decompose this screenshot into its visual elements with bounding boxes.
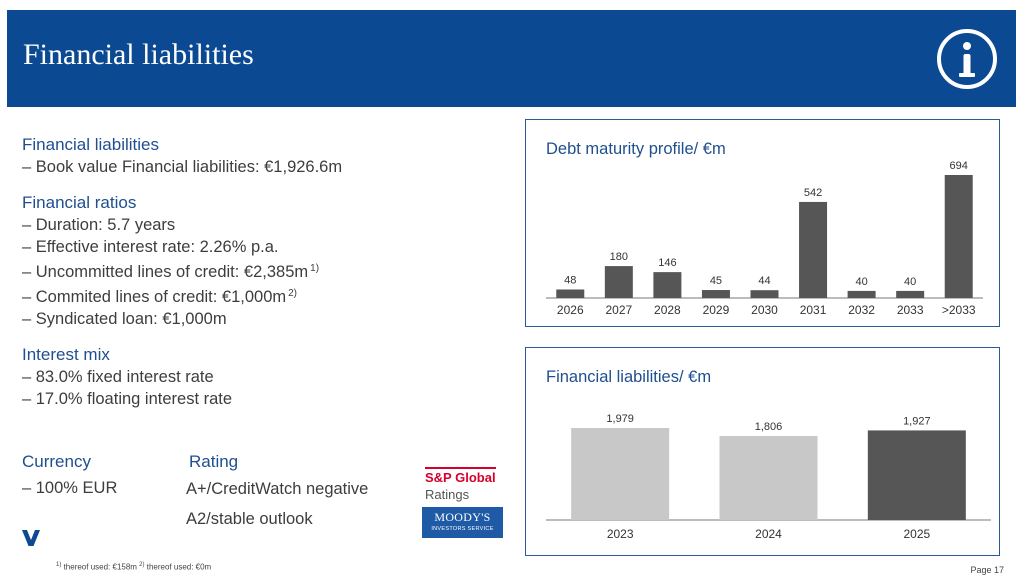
list-item: – 17.0% floating interest rate [22, 390, 233, 408]
data-label: 180 [610, 251, 628, 263]
text-column: Financial liabilities – Book value Finan… [22, 134, 502, 410]
chart-title: Financial liabilities/ €m [546, 368, 712, 386]
tick-label: 2023 [607, 527, 634, 541]
data-label: 542 [804, 187, 822, 199]
tick-label: 2031 [800, 303, 827, 317]
data-label: 1,927 [903, 415, 931, 427]
section-title: Rating [189, 452, 239, 471]
list-item: – Effective interest rate: 2.26% p.a. [22, 238, 279, 256]
footnote-marker: 1) [310, 263, 320, 274]
section-title: Currency [22, 452, 91, 471]
data-label: 1,979 [606, 413, 634, 425]
bar-2033 [896, 290, 925, 298]
bar-2031 [799, 201, 828, 298]
list-item: – Uncommitted lines of credit: €2,385m 1) [22, 263, 320, 281]
debt-maturity-panel: Debt maturity profile/ €m 48 2026 180 2027 1… [525, 119, 1000, 327]
section-title: Interest mix [22, 345, 110, 364]
list-item: – 83.0% fixed interest rate [22, 368, 214, 386]
bar-2026 [556, 289, 585, 298]
info-icon[interactable] [936, 28, 998, 90]
data-label: 146 [658, 257, 676, 269]
bar->2033 [944, 175, 973, 298]
tick-label: 2027 [605, 303, 632, 317]
data-label: 40 [855, 276, 867, 288]
debt-maturity-chart: 48 2026 180 2027 146 2028 45 2029 44 2030 542 2031 4… [546, 160, 983, 317]
section-financial-liabilities: Financial liabilities – Book value Finan… [22, 134, 502, 178]
tick-label: 2030 [751, 303, 778, 317]
data-label: 694 [950, 160, 968, 172]
moodys-logo: MOODY'S INVESTORS SERVICE [422, 507, 503, 538]
moodys-rating: A2/stable outlook [186, 510, 313, 528]
tick-label: 2029 [703, 303, 730, 317]
bar-2027 [604, 266, 633, 298]
sp-rating: A+/CreditWatch negative [186, 480, 369, 498]
tick-label: 2025 [903, 527, 930, 541]
section-rating: Rating A+/CreditWatch negative A2/stable… [186, 451, 368, 533]
tick-label: 2024 [755, 527, 782, 541]
financial-liabilities-panel: Financial liabilities/ €m 1,979 2023 1,806… [525, 347, 1000, 556]
data-label: 1,806 [755, 421, 783, 433]
bar-2032 [847, 290, 876, 298]
section-financial-ratios: Financial ratios – Duration: 5.7 years –… [22, 192, 502, 330]
data-label: 45 [710, 275, 722, 287]
section-currency: Currency – 100% EUR [22, 451, 117, 499]
data-label: 44 [758, 275, 770, 287]
tick-label: 2026 [557, 303, 584, 317]
list-item: – Syndicated loan: €1,000m [22, 310, 227, 328]
page-number: Page 17 [970, 565, 1004, 575]
bar-2023 [571, 428, 670, 520]
bar-2024 [719, 436, 818, 520]
chart-title: Debt maturity profile/ €m [546, 140, 726, 158]
bar-2025 [867, 430, 966, 520]
page-title: Financial liabilities [23, 38, 254, 71]
tick-label: 2033 [897, 303, 924, 317]
tick-label: >2033 [942, 303, 976, 317]
bar-2028 [653, 272, 682, 298]
tick-label: 2028 [654, 303, 681, 317]
data-label: 40 [904, 276, 916, 288]
header-bar: Financial liabilities [7, 10, 1016, 107]
section-title: Financial liabilities [22, 135, 160, 154]
footnote: 1) thereof used: €158m 2) thereof used: … [56, 562, 212, 572]
list-item: – 100% EUR [22, 479, 118, 497]
footnote-marker: 2) [288, 288, 298, 299]
bar-2029 [701, 290, 730, 298]
list-item: – Commited lines of credit: €1,000m 2) [22, 288, 298, 306]
section-interest-mix: Interest mix – 83.0% fixed interest rate… [22, 344, 502, 410]
data-label: 48 [564, 274, 576, 286]
tick-label: 2032 [848, 303, 875, 317]
bar-2030 [750, 290, 779, 298]
financial-liabilities-chart: 1,979 2023 1,806 2024 1,927 2025 [546, 413, 991, 541]
section-title: Financial ratios [22, 193, 137, 212]
list-item: – Book value Financial liabilities: €1,9… [22, 158, 343, 176]
company-logo [22, 530, 40, 546]
sp-global-logo: S&P Global Ratings [425, 467, 505, 502]
list-item: – Duration: 5.7 years [22, 216, 176, 234]
